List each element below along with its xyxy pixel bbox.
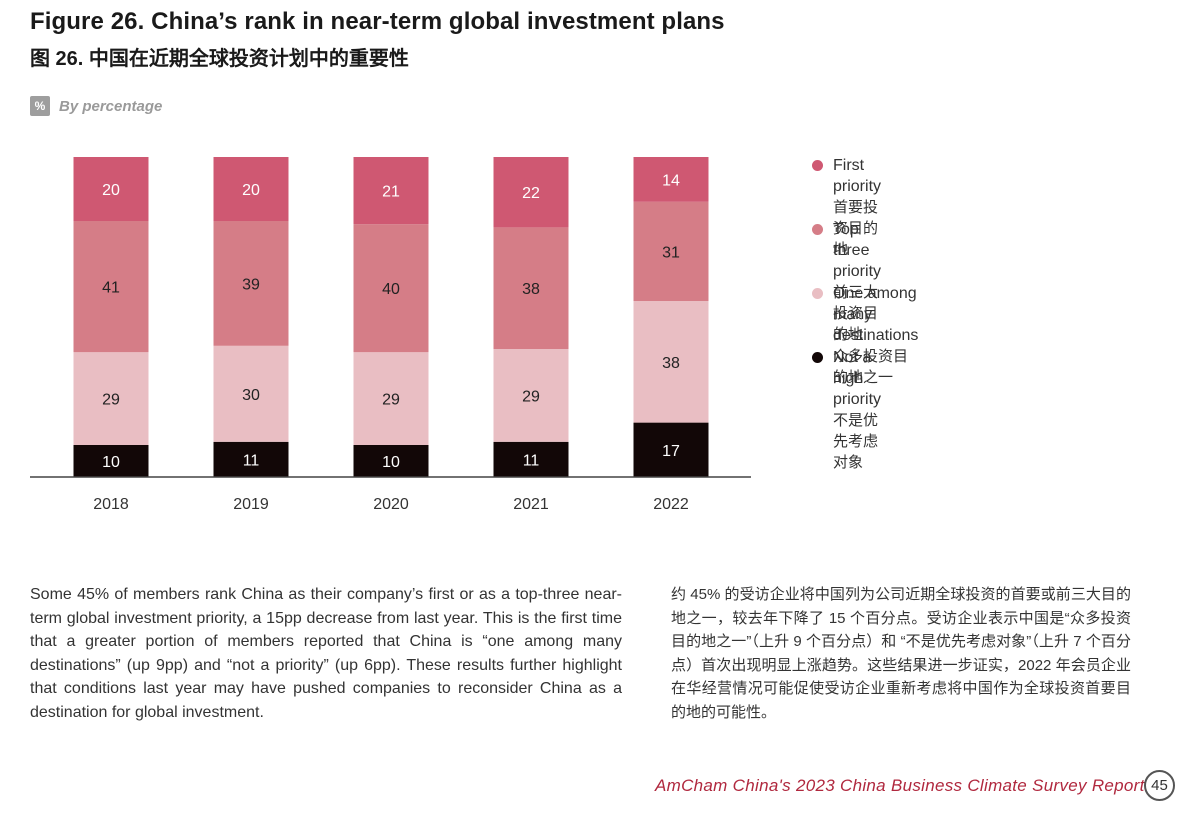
- legend-swatch: [812, 352, 823, 363]
- page-number: 45: [1144, 770, 1175, 801]
- bar-segment-2021-0: [493, 441, 569, 477]
- legend-label: Top three priority: [833, 221, 882, 280]
- bar-segment-2019-2: [213, 221, 289, 346]
- figure-title-chinese: 图 26. 中国在近期全球投资计划中的重要性: [30, 48, 409, 70]
- data-label: 22: [522, 185, 540, 202]
- legend-label: One among many destinations: [833, 285, 919, 344]
- legend-label-chinese: 首要投资目的地: [833, 199, 879, 258]
- data-label: 10: [382, 454, 400, 471]
- bar-segment-2018-2: [73, 221, 149, 353]
- bar-segment-2018-3: [73, 157, 149, 221]
- bar-segment-2021-2: [493, 227, 569, 349]
- bar-segment-2022-3: [633, 157, 709, 202]
- data-label: 31: [662, 244, 680, 261]
- legend-label-chinese: 众多投资目的地之一: [833, 348, 909, 386]
- footer-report-title: AmCham China's 2023 China Business Clima…: [655, 776, 1145, 795]
- bar-segment-2020-0: [353, 445, 429, 477]
- unit-label: By percentage: [59, 97, 163, 115]
- bar-segment-2019-0: [213, 441, 289, 477]
- data-label: 11: [243, 452, 260, 469]
- data-label: 38: [662, 355, 680, 372]
- x-tick-label: 2021: [513, 496, 549, 513]
- data-label: 39: [242, 276, 260, 293]
- data-label: 20: [102, 182, 120, 199]
- data-label: 17: [662, 443, 680, 460]
- x-tick-label: 2019: [233, 496, 269, 513]
- legend-swatch: [812, 288, 823, 299]
- bar-segment-2020-2: [353, 224, 429, 353]
- bar-segment-2018-1: [73, 352, 149, 445]
- legend-swatch: [812, 160, 823, 171]
- body-text-chinese: 约 45% 的受访企业将中国列为公司近期全球投资的首要或前三大目的地之一，较去年…: [671, 586, 1131, 721]
- bar-segment-2022-1: [633, 301, 709, 423]
- data-label: 21: [382, 184, 400, 201]
- legend-label-chinese: 不是优先考虑对象: [833, 412, 879, 471]
- bar-segment-2020-1: [353, 352, 429, 445]
- data-label: 38: [522, 281, 540, 298]
- x-tick-label: 2022: [653, 496, 689, 513]
- bar-segment-2018-0: [73, 445, 149, 477]
- data-label: 29: [102, 392, 120, 409]
- x-tick-label: 2018: [93, 496, 129, 513]
- x-tick-label: 2020: [373, 496, 409, 513]
- legend-label-chinese: 前三大投资目的地: [833, 284, 879, 343]
- bar-segment-2021-3: [493, 157, 569, 228]
- figure-title: Figure 26. China’s rank in near-term glo…: [30, 8, 725, 35]
- bar-segment-2019-1: [213, 345, 289, 442]
- data-label: 11: [523, 452, 540, 469]
- body-text-english: Some 45% of members rank China as their …: [30, 586, 622, 721]
- data-label: 20: [242, 182, 260, 199]
- data-label: 14: [662, 172, 680, 189]
- bar-segment-2020-3: [353, 157, 429, 225]
- data-label: 40: [382, 281, 400, 298]
- legend-swatch: [812, 224, 823, 235]
- bar-segment-2022-0: [633, 422, 709, 477]
- data-label: 30: [242, 387, 260, 404]
- data-label: 10: [102, 454, 120, 471]
- data-label: 29: [522, 388, 540, 405]
- data-label: 29: [382, 392, 400, 409]
- bar-segment-2021-1: [493, 349, 569, 442]
- legend-label: First priority: [833, 157, 882, 195]
- bar-segment-2019-3: [213, 157, 289, 221]
- bar-segment-2022-2: [633, 201, 709, 301]
- percent-icon: %: [30, 96, 50, 116]
- unit-indicator: % By percentage: [30, 96, 162, 116]
- legend-label: Not a high priority: [833, 349, 882, 408]
- data-label: 41: [102, 280, 120, 297]
